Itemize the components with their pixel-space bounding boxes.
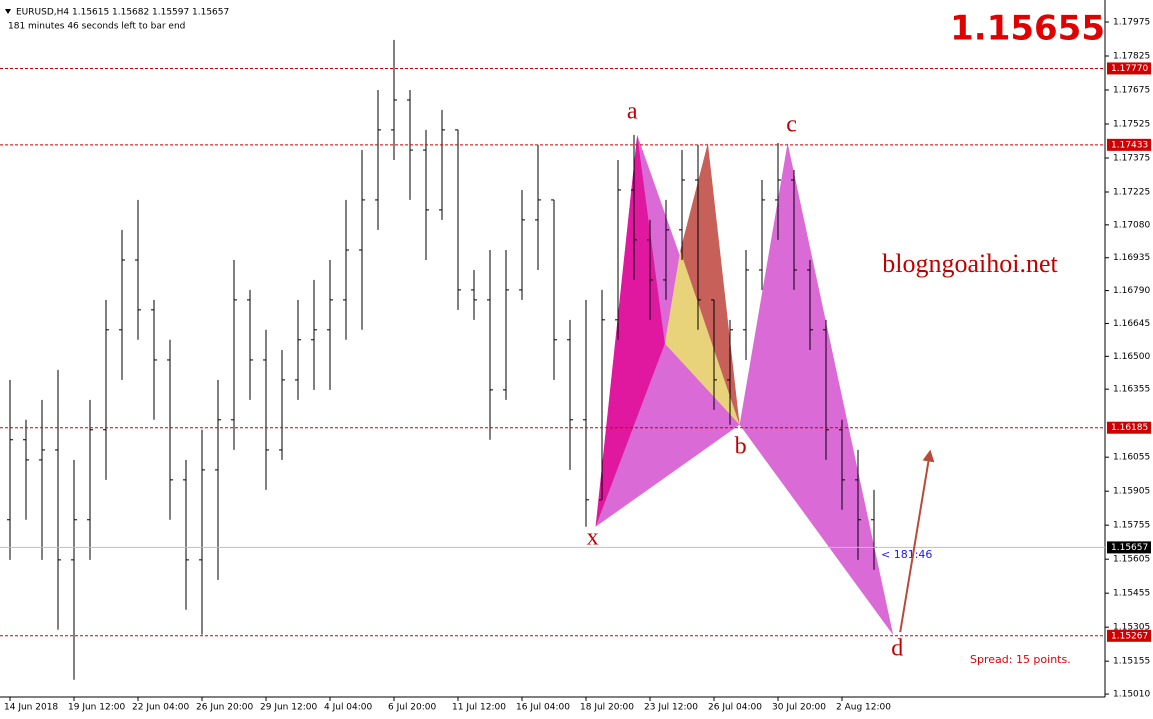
header-value: 1.15657 bbox=[192, 8, 229, 18]
y-tick-label: 1.15455 bbox=[1113, 589, 1150, 599]
x-tick-label: 26 Jul 04:00 bbox=[708, 703, 762, 713]
x-tick-label: 4 Jul 04:00 bbox=[324, 703, 373, 713]
y-tick-label: 1.15155 bbox=[1113, 657, 1150, 667]
pattern-label: x bbox=[587, 524, 599, 550]
level-box bbox=[1107, 629, 1151, 642]
y-tick-label: 1.15305 bbox=[1113, 623, 1150, 633]
x-tick-label: 29 Jun 12:00 bbox=[260, 703, 317, 713]
y-tick-label: 1.16355 bbox=[1113, 385, 1150, 395]
x-tick-label: 22 Jun 04:00 bbox=[132, 703, 189, 713]
y-tick-label: 1.15755 bbox=[1113, 521, 1150, 531]
x-tick-label: 6 Jul 20:00 bbox=[388, 703, 437, 713]
pattern-brown bbox=[680, 143, 740, 425]
y-tick-label: 1.17825 bbox=[1113, 51, 1150, 61]
level-box bbox=[1107, 62, 1151, 75]
pattern-label: a bbox=[627, 98, 638, 124]
timer: 181 minutes 46 seconds left to bar end bbox=[8, 22, 185, 32]
x-tick-label: 16 Jul 04:00 bbox=[516, 703, 570, 713]
y-tick-label: 1.15605 bbox=[1113, 555, 1150, 565]
pattern-yellow bbox=[664, 250, 740, 425]
header-value: 1.15597 bbox=[152, 8, 189, 18]
menu-triangle bbox=[5, 9, 11, 14]
pattern-label: d bbox=[891, 636, 903, 662]
x-tick-label: 23 Jul 12:00 bbox=[644, 703, 698, 713]
pattern-label: b bbox=[735, 433, 747, 459]
header-value: 1.15615 bbox=[72, 8, 109, 18]
x-tick-label: 26 Jun 20:00 bbox=[196, 703, 253, 713]
x-tick-label: 30 Jul 20:00 bbox=[772, 703, 826, 713]
y-tick-label: 1.15010 bbox=[1113, 690, 1150, 700]
level-label: 1.17770 bbox=[1111, 64, 1148, 74]
pattern-xa-dark bbox=[595, 134, 665, 527]
y-tick-label: 1.16500 bbox=[1113, 352, 1150, 362]
header-value: 1.15682 bbox=[112, 8, 149, 18]
x-tick-label: 18 Jul 20:00 bbox=[580, 703, 634, 713]
y-tick-label: 1.17975 bbox=[1113, 17, 1150, 27]
watermark: blogngoaihoi.net bbox=[882, 249, 1058, 278]
symbol: EURUSD,H4 bbox=[16, 8, 69, 18]
spread: Spread: 15 points. bbox=[970, 653, 1071, 666]
y-tick-label: 1.16645 bbox=[1113, 319, 1150, 329]
countdown: < 181:46 bbox=[881, 548, 932, 561]
big-price: 1.15655 bbox=[950, 9, 1105, 49]
y-tick-label: 1.17525 bbox=[1113, 119, 1150, 129]
level-label: 1.17433 bbox=[1111, 140, 1148, 150]
y-tick-label: 1.16935 bbox=[1113, 253, 1150, 263]
x-tick-label: 19 Jun 12:00 bbox=[68, 703, 125, 713]
y-tick-label: 1.17225 bbox=[1113, 187, 1150, 197]
x-tick-label: 2 Aug 12:00 bbox=[836, 703, 891, 713]
y-tick-label: 1.17375 bbox=[1113, 153, 1150, 163]
level-box bbox=[1107, 138, 1151, 151]
level-label: 1.15267 bbox=[1111, 631, 1148, 641]
level-label: 1.16185 bbox=[1111, 423, 1148, 433]
current-label: 1.15657 bbox=[1111, 543, 1148, 553]
x-tick-label: 11 Jul 12:00 bbox=[452, 703, 506, 713]
projection-arrow bbox=[899, 449, 935, 633]
y-tick-label: 1.16790 bbox=[1113, 286, 1150, 296]
x-tick-label: 14 Jun 2018 bbox=[4, 703, 58, 713]
y-tick-label: 1.15905 bbox=[1113, 487, 1150, 497]
level-box bbox=[1107, 421, 1151, 434]
y-tick-label: 1.16055 bbox=[1113, 453, 1150, 463]
current-box bbox=[1107, 541, 1151, 554]
pattern-bcd bbox=[739, 143, 894, 636]
pattern-label: c bbox=[786, 112, 797, 138]
y-tick-label: 1.17675 bbox=[1113, 85, 1150, 95]
y-tick-label: 1.17080 bbox=[1113, 220, 1150, 230]
